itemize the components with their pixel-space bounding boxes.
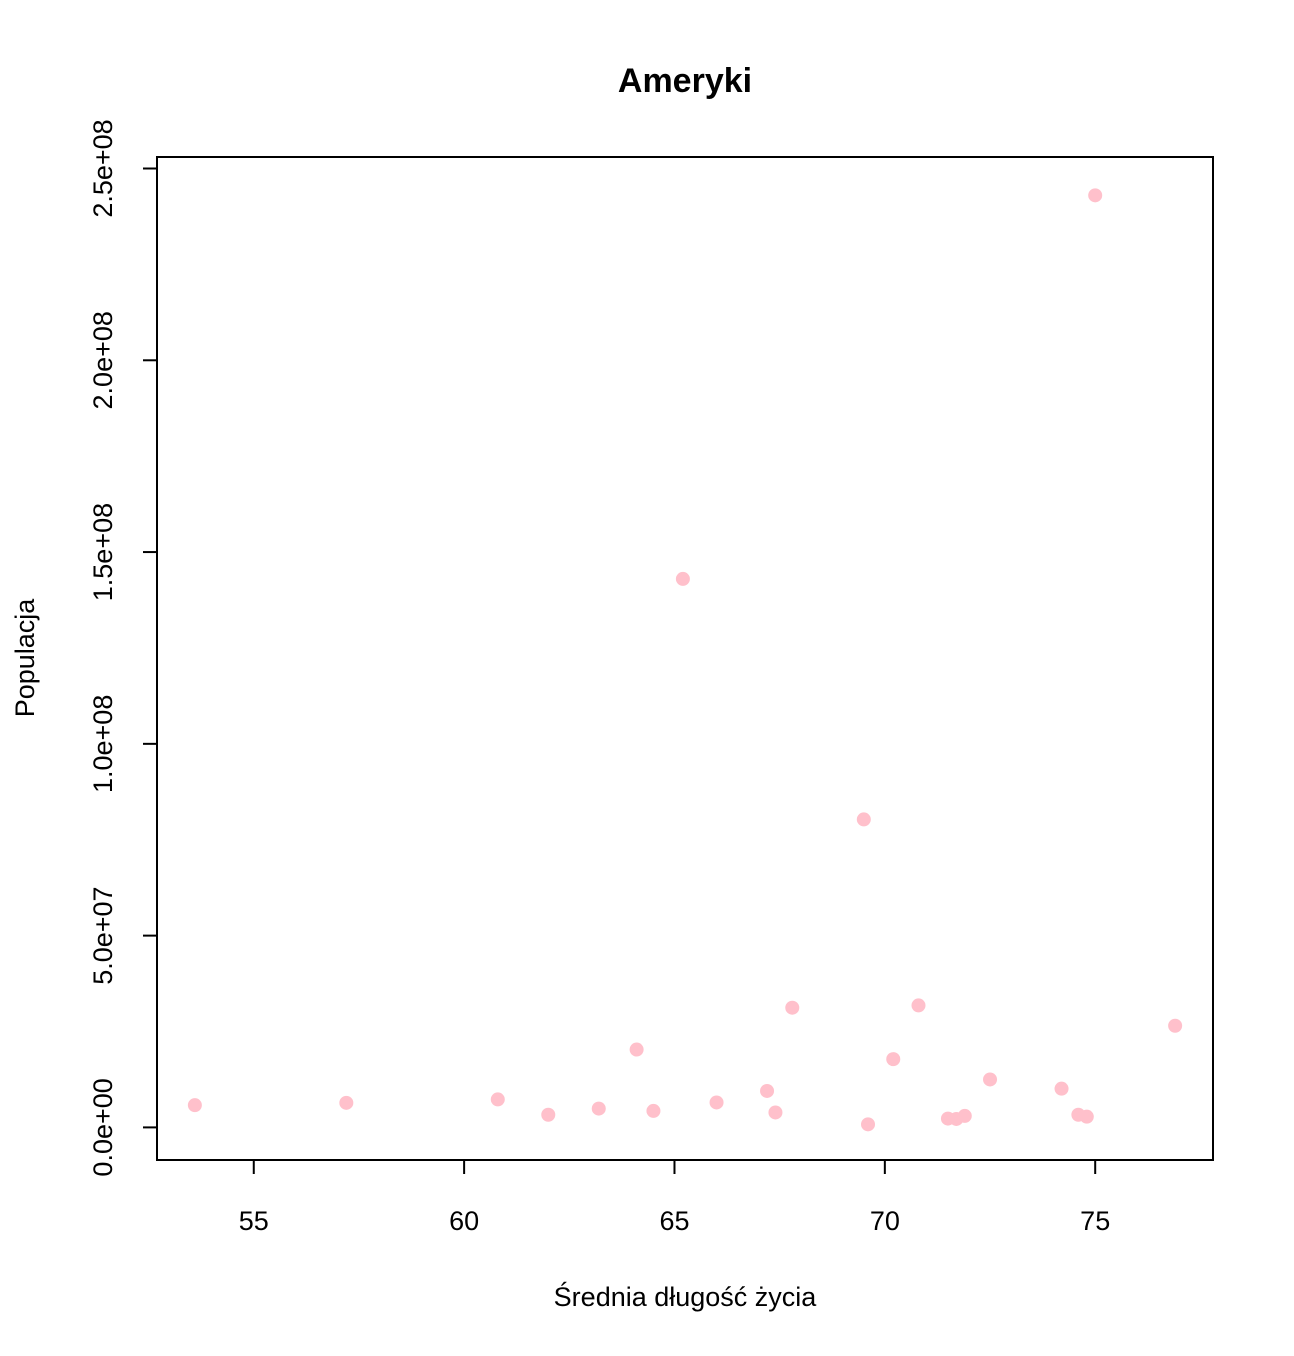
data-point	[1079, 1109, 1094, 1124]
chart-title: Ameryki	[618, 62, 752, 100]
x-axis-label: Średnia długość życia	[554, 1280, 818, 1312]
data-point	[646, 1103, 661, 1118]
x-axis: 55 60 65 70 75	[239, 1159, 1110, 1236]
x-tick-label: 75	[1080, 1206, 1110, 1236]
plot-frame	[156, 156, 1214, 1161]
data-point	[911, 998, 926, 1013]
data-point	[629, 1042, 644, 1057]
x-tick-label: 65	[659, 1206, 689, 1236]
data-point	[1168, 1018, 1183, 1033]
x-tick-label: 70	[870, 1206, 900, 1236]
data-point	[490, 1092, 505, 1107]
data-point	[856, 812, 871, 827]
data-point	[187, 1098, 202, 1113]
data-point	[541, 1107, 556, 1122]
data-point	[785, 1000, 800, 1015]
data-point	[760, 1083, 775, 1098]
data-point	[591, 1101, 606, 1116]
data-point	[861, 1117, 876, 1132]
data-point	[768, 1105, 783, 1120]
data-point	[983, 1072, 998, 1087]
y-tick-label: 1.5e+08	[88, 503, 118, 601]
data-point	[1088, 188, 1103, 203]
data-point	[709, 1095, 724, 1110]
y-tick-label: 0.0e+00	[88, 1078, 118, 1176]
y-axis: 0.0e+00 5.0e+07 1.0e+08 1.5e+08 2.0e+08 2.5e+…	[88, 119, 158, 1177]
x-tick-label: 55	[239, 1206, 269, 1236]
y-tick-label: 5.0e+07	[88, 886, 118, 984]
data-point	[886, 1052, 901, 1067]
x-tick-label: 60	[449, 1206, 479, 1236]
y-tick-label: 1.0e+08	[88, 695, 118, 793]
y-tick-label: 2.0e+08	[88, 311, 118, 409]
data-point	[957, 1108, 972, 1123]
data-point	[1054, 1081, 1069, 1096]
data-points	[187, 188, 1183, 1132]
data-point	[675, 571, 690, 586]
y-tick-label: 2.5e+08	[88, 119, 118, 217]
y-axis-label: Populacja	[10, 598, 40, 718]
data-point	[339, 1095, 354, 1110]
